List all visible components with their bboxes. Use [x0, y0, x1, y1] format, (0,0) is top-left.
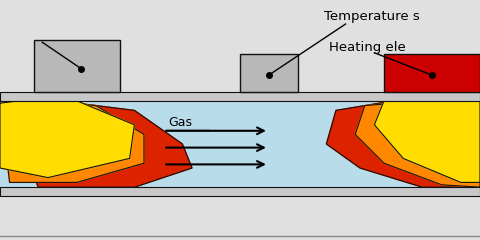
- Bar: [0, 187, 480, 196]
- Polygon shape: [0, 101, 192, 187]
- Text: Gas: Gas: [168, 116, 192, 129]
- Polygon shape: [355, 101, 480, 187]
- Bar: [240, 54, 298, 92]
- Polygon shape: [326, 101, 480, 187]
- Bar: [0, 92, 480, 101]
- Polygon shape: [0, 101, 144, 182]
- Text: Heating ele: Heating ele: [329, 42, 406, 54]
- Polygon shape: [374, 101, 480, 182]
- Polygon shape: [0, 101, 134, 178]
- Bar: [384, 54, 480, 92]
- Bar: [34, 40, 120, 92]
- Bar: [0, 101, 480, 187]
- Text: Temperature s: Temperature s: [324, 10, 420, 23]
